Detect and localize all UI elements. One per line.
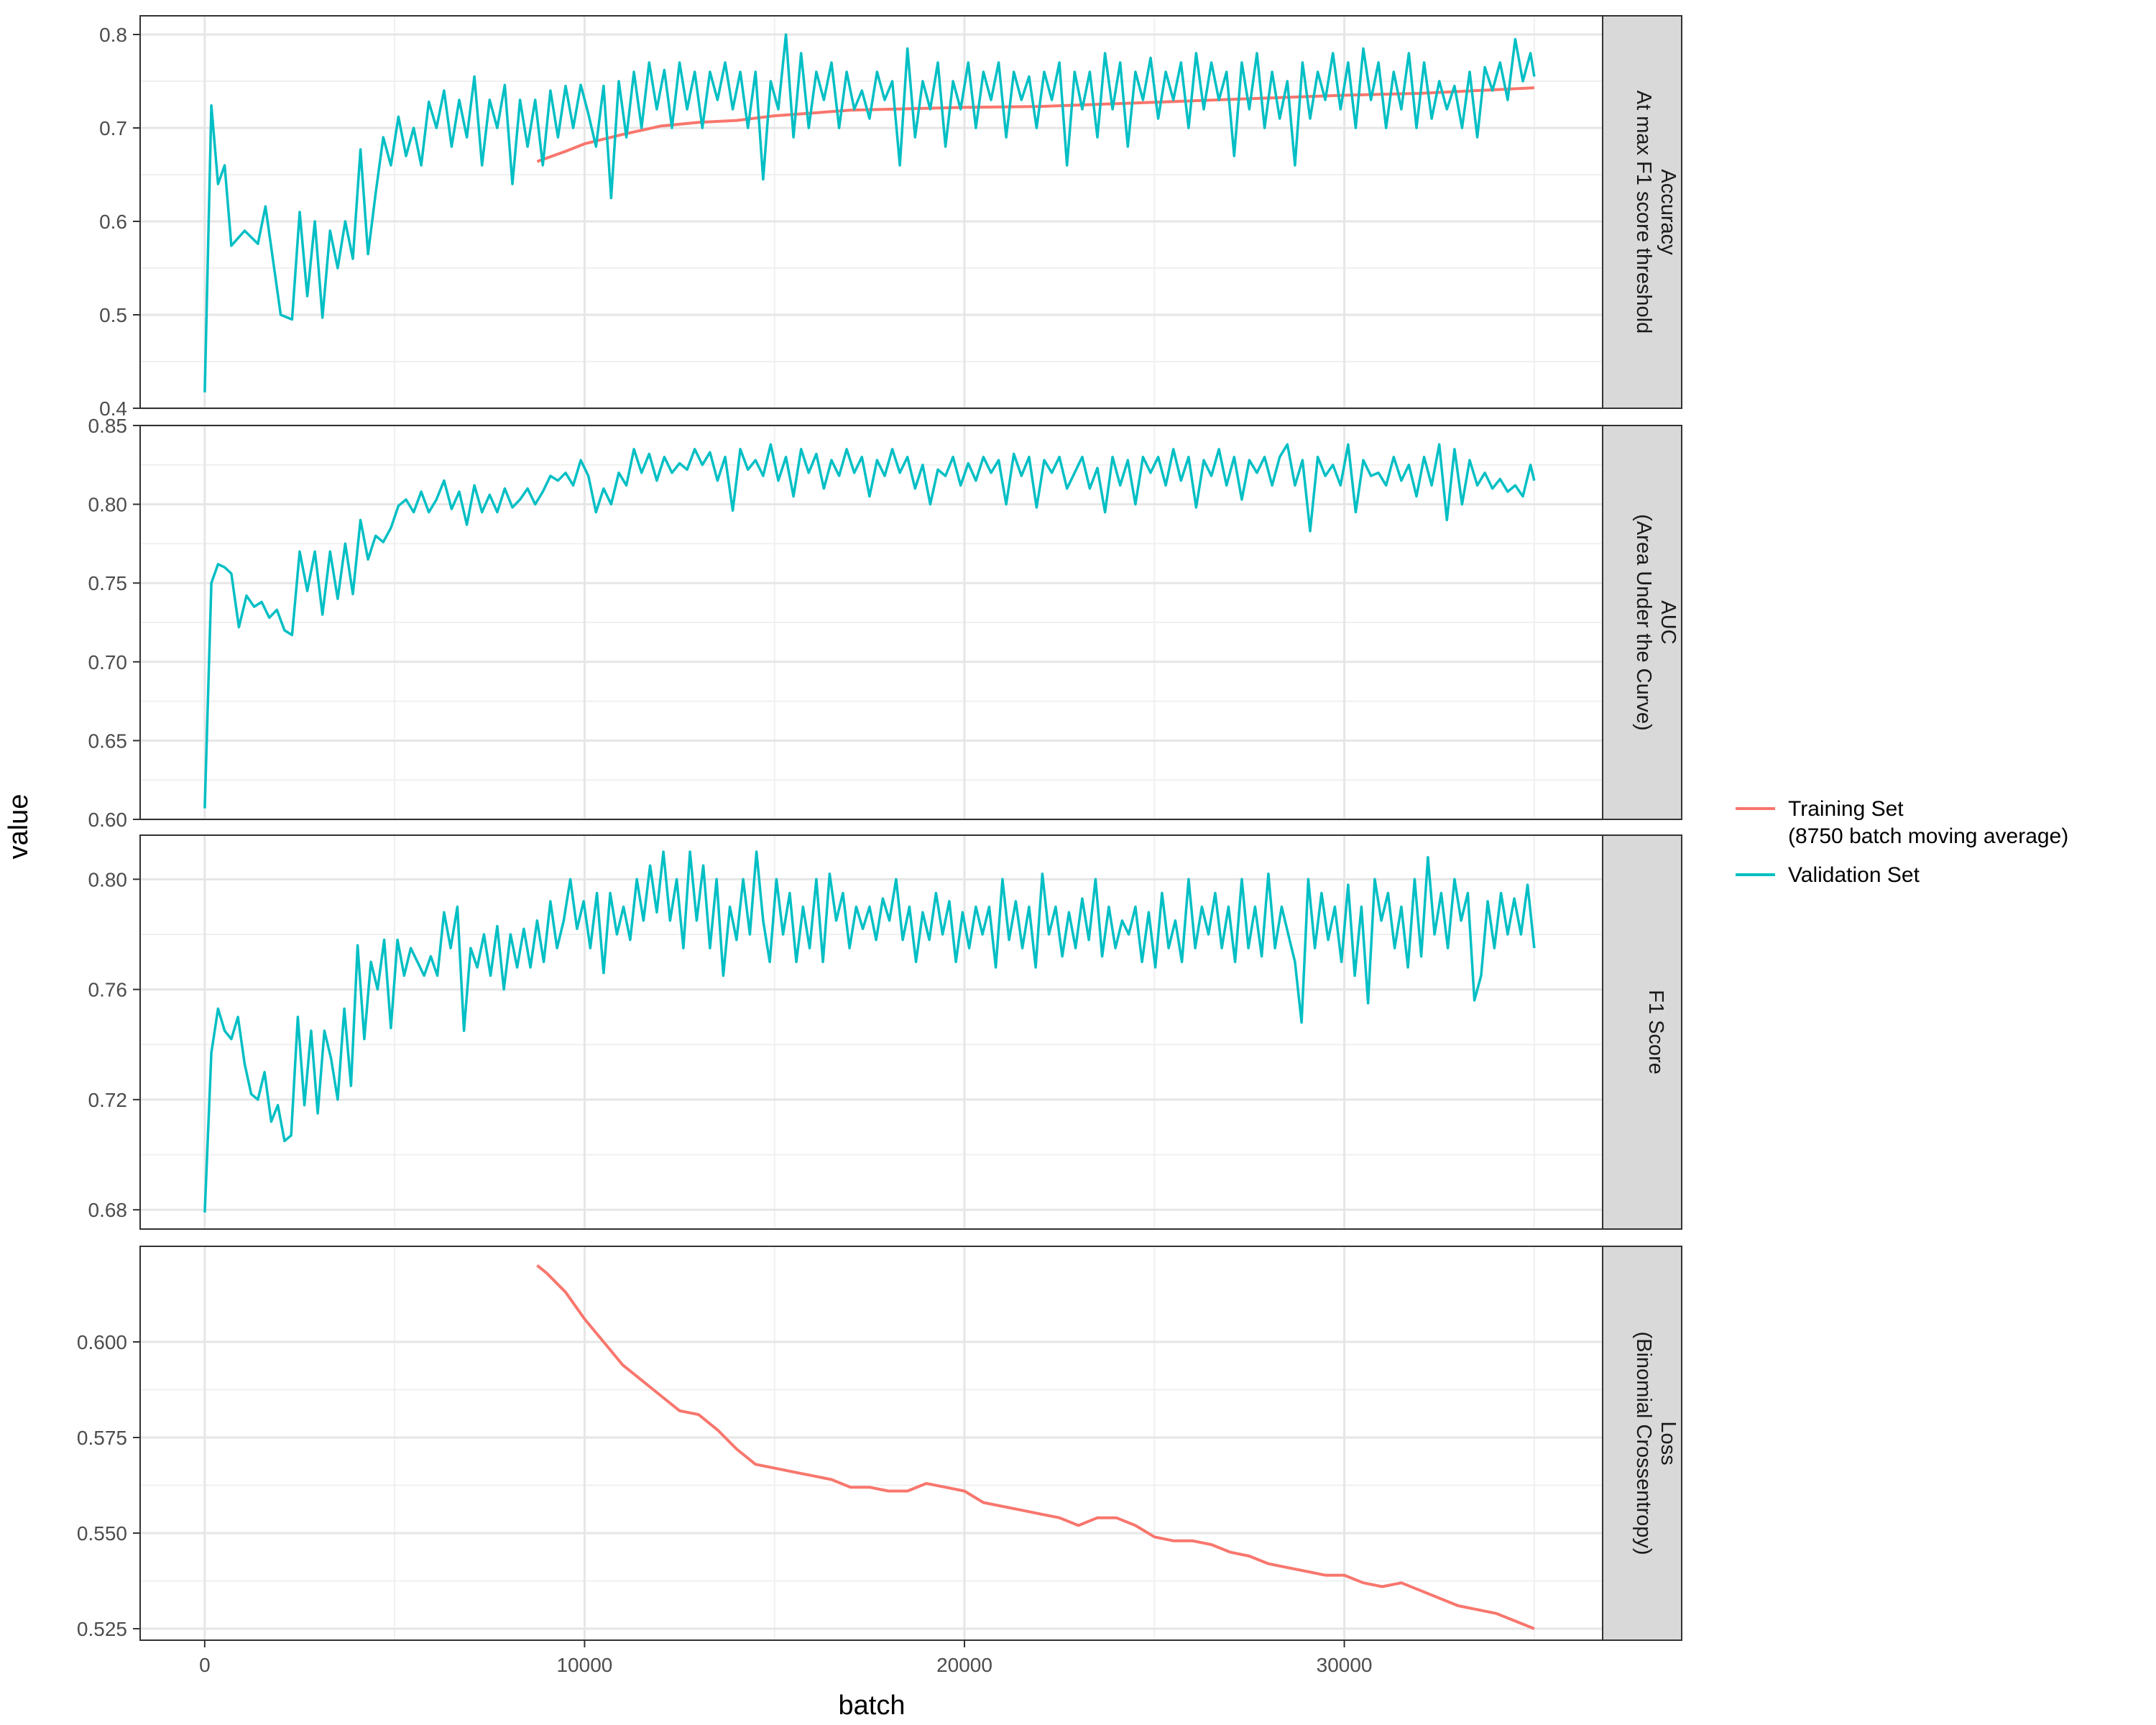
validation-series-line: [203, 850, 1536, 1213]
y-tick-label: 0.68: [88, 1199, 128, 1221]
validation-series-line: [203, 443, 1536, 809]
y-tick-label: 0.80: [88, 494, 128, 516]
y-axis-title: value: [4, 794, 34, 860]
facet-strip-label: At max F1 score threshold: [1632, 91, 1655, 334]
facet-strip: [1602, 834, 1682, 1230]
y-tick-label: 0.80: [88, 868, 128, 891]
y-tick-label: 0.6: [99, 211, 127, 233]
y-tick-label: 0.7: [99, 117, 127, 139]
y-tick-label: 0.60: [88, 809, 128, 831]
y-tick-label: 0.85: [88, 415, 128, 437]
facet-strip: [1602, 15, 1682, 409]
x-axis-title: batch: [839, 1690, 906, 1721]
y-tick-label: 0.72: [88, 1089, 128, 1111]
y-tick-label: 0.76: [88, 979, 128, 1001]
y-tick-label: 0.70: [88, 651, 128, 673]
y-tick-label: 0.575: [77, 1427, 127, 1449]
panel-background: [140, 16, 1603, 408]
training-legend-label: Training Set: [1788, 797, 1904, 821]
facet-strip: [1602, 1246, 1682, 1641]
y-tick-label: 0.525: [77, 1618, 127, 1640]
validation-series-line: [203, 33, 1536, 392]
y-tick-label: 0.75: [88, 572, 128, 594]
panel-background: [140, 1246, 1603, 1640]
y-tick-label: 0.600: [77, 1331, 127, 1353]
legend: Training Set (8750 batch moving average) V…: [1736, 797, 2068, 887]
y-tick-label: 0.65: [88, 730, 128, 752]
y-tick-label: 0.4: [99, 397, 127, 420]
y-tick-label: 0.550: [77, 1522, 127, 1545]
facet-strip-label: (Area Under the Curve): [1632, 514, 1655, 730]
facet-strip: [1602, 425, 1682, 820]
training-series-line: [536, 1264, 1535, 1630]
training-legend-label: (8750 batch moving average): [1788, 824, 2068, 848]
panel-4: 0.525 0.550 0.575 0.600 Loss(Binomial Crosse…: [77, 1246, 1682, 1641]
panel-2: 0.60 0.65 0.70 0.75 0.80 0.85 AUC(Area Under t…: [88, 415, 1682, 831]
validation-legend-label: Validation Set: [1788, 863, 1920, 887]
y-tick-label: 0.8: [99, 24, 127, 46]
training-series-line: [536, 86, 1534, 163]
facet-strip-label: (Binomial Crossentropy): [1632, 1331, 1655, 1555]
facet-strip-label: AUC: [1657, 600, 1680, 644]
x-tick-label: 10000: [556, 1654, 612, 1676]
panel-background: [140, 835, 1603, 1229]
facet-strip-label: Accuracy: [1657, 169, 1680, 255]
x-tick-label: 30000: [1317, 1654, 1373, 1676]
panel-3: 0.68 0.72 0.76 0.80 F1 Score: [88, 834, 1682, 1230]
facet-strip-label: Loss: [1657, 1421, 1680, 1465]
x-tick-label: 0: [199, 1654, 211, 1676]
facet-strip-label: F1 Score: [1644, 990, 1667, 1075]
x-axis: 0 10000 20000 30000: [199, 1640, 1373, 1676]
y-tick-label: 0.5: [99, 304, 127, 326]
x-tick-label: 20000: [936, 1654, 992, 1676]
